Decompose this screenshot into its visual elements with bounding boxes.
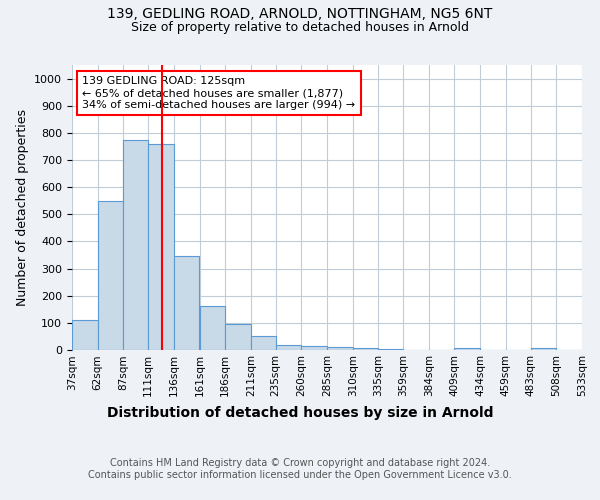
Bar: [251, 336, 275, 350]
Text: Contains HM Land Registry data © Crown copyright and database right 2024.: Contains HM Land Registry data © Crown c…: [110, 458, 490, 468]
Bar: [301, 346, 327, 350]
Bar: [530, 348, 556, 350]
Bar: [455, 348, 480, 350]
Text: 139, GEDLING ROAD, ARNOLD, NOTTINGHAM, NG5 6NT: 139, GEDLING ROAD, ARNOLD, NOTTINGHAM, N…: [107, 8, 493, 22]
Bar: [275, 344, 301, 350]
Bar: [148, 144, 174, 350]
Bar: [379, 348, 403, 350]
Bar: [174, 256, 199, 350]
Y-axis label: Number of detached properties: Number of detached properties: [16, 109, 29, 306]
Text: Distribution of detached houses by size in Arnold: Distribution of detached houses by size …: [107, 406, 493, 419]
Text: Size of property relative to detached houses in Arnold: Size of property relative to detached ho…: [131, 21, 469, 34]
Bar: [353, 348, 379, 350]
Bar: [199, 306, 225, 350]
Bar: [124, 140, 148, 350]
Text: 139 GEDLING ROAD: 125sqm
← 65% of detached houses are smaller (1,877)
34% of sem: 139 GEDLING ROAD: 125sqm ← 65% of detach…: [82, 76, 355, 110]
Bar: [98, 200, 124, 350]
Bar: [72, 320, 98, 350]
Text: Contains public sector information licensed under the Open Government Licence v3: Contains public sector information licen…: [88, 470, 512, 480]
Bar: [327, 348, 353, 350]
Bar: [225, 324, 251, 350]
